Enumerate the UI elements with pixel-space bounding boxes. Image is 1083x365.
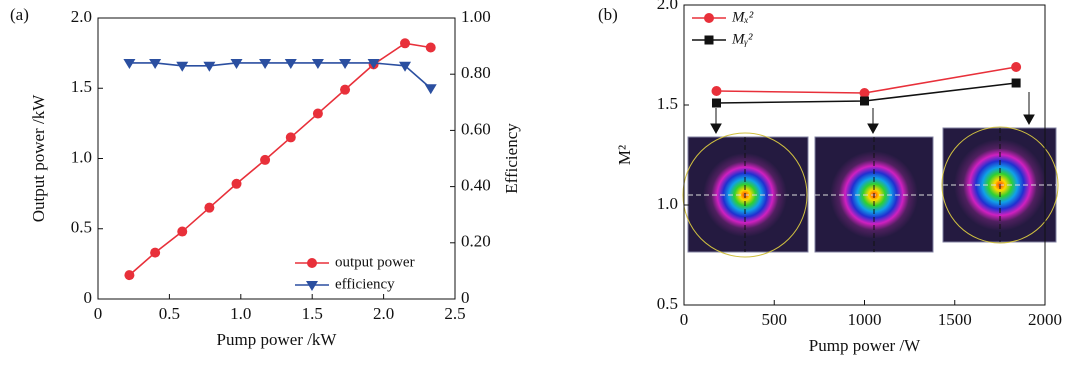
figure: (a)00.51.01.52.02.500.51.01.52.000.200.4… <box>0 0 1083 365</box>
marker <box>150 248 160 258</box>
y-axis-title: Output power /kW <box>29 94 48 222</box>
marker <box>204 203 214 213</box>
marker <box>426 43 436 53</box>
x-tick-label: 0 <box>94 304 103 323</box>
marker <box>1011 62 1021 72</box>
x-tick-label: 2.0 <box>373 304 394 323</box>
marker <box>340 85 350 95</box>
legend-label: Mₓ² <box>731 9 754 25</box>
marker <box>285 59 297 69</box>
y-tick-label: 1.5 <box>71 77 92 96</box>
marker <box>203 62 215 72</box>
page: {"chart_data": [ {"type": "line", "label… <box>0 0 1083 365</box>
marker <box>400 38 410 48</box>
beam-profiles <box>683 127 1058 257</box>
y-tick-label: 0.5 <box>71 218 92 237</box>
x-axis-title: Pump power /W <box>809 336 921 355</box>
legend-label: Mᵧ² <box>731 31 753 47</box>
x-tick-label: 500 <box>762 310 788 329</box>
y-tick-label: 0.5 <box>657 294 678 313</box>
y2-tick-label: 0.20 <box>461 232 491 251</box>
marker <box>860 97 869 106</box>
marker <box>123 59 135 69</box>
marker <box>259 59 271 69</box>
y-tick-label: 1.0 <box>657 194 678 213</box>
marker <box>1012 79 1021 88</box>
marker <box>312 59 324 69</box>
x-tick-label: 1500 <box>938 310 972 329</box>
y2-tick-label: 0.40 <box>461 176 491 195</box>
x-tick-label: 0.5 <box>159 304 180 323</box>
legend-label: output power <box>335 254 415 270</box>
marker <box>307 258 317 268</box>
y-tick-label: 2.0 <box>71 7 92 26</box>
x-tick-label: 0 <box>680 310 689 329</box>
marker <box>425 84 437 94</box>
x-axis-title: Pump power /kW <box>217 330 338 349</box>
panel-label: (a) <box>10 5 29 24</box>
panel-label: (b) <box>598 5 618 24</box>
arrows <box>711 92 1034 133</box>
marker <box>712 99 721 108</box>
marker <box>260 155 270 165</box>
marker <box>313 109 323 119</box>
marker <box>286 132 296 142</box>
y2-tick-label: 0.60 <box>461 119 491 138</box>
marker <box>711 86 721 96</box>
y-tick-label: 2.0 <box>657 0 678 13</box>
marker <box>306 281 318 291</box>
y2-axis-title: Efficiency <box>502 123 521 194</box>
y2-tick-label: 0.80 <box>461 63 491 82</box>
x-tick-label: 1.0 <box>230 304 251 323</box>
marker <box>124 270 134 280</box>
series-line <box>129 63 430 88</box>
y2-tick-label: 0 <box>461 288 470 307</box>
marker <box>232 179 242 189</box>
y-tick-label: 0 <box>84 288 93 307</box>
y-axis-title: M² <box>615 145 634 165</box>
marker <box>176 62 188 72</box>
y-tick-label: 1.5 <box>657 94 678 113</box>
y2-tick-label: 1.00 <box>461 7 491 26</box>
x-tick-label: 1000 <box>848 310 882 329</box>
x-tick-label: 2000 <box>1028 310 1062 329</box>
x-tick-label: 1.5 <box>302 304 323 323</box>
marker <box>339 59 351 69</box>
marker <box>177 227 187 237</box>
y-tick-label: 1.0 <box>71 147 92 166</box>
marker <box>704 13 714 23</box>
marker <box>705 36 714 45</box>
legend-label: efficiency <box>335 276 395 292</box>
series-line <box>129 43 430 275</box>
